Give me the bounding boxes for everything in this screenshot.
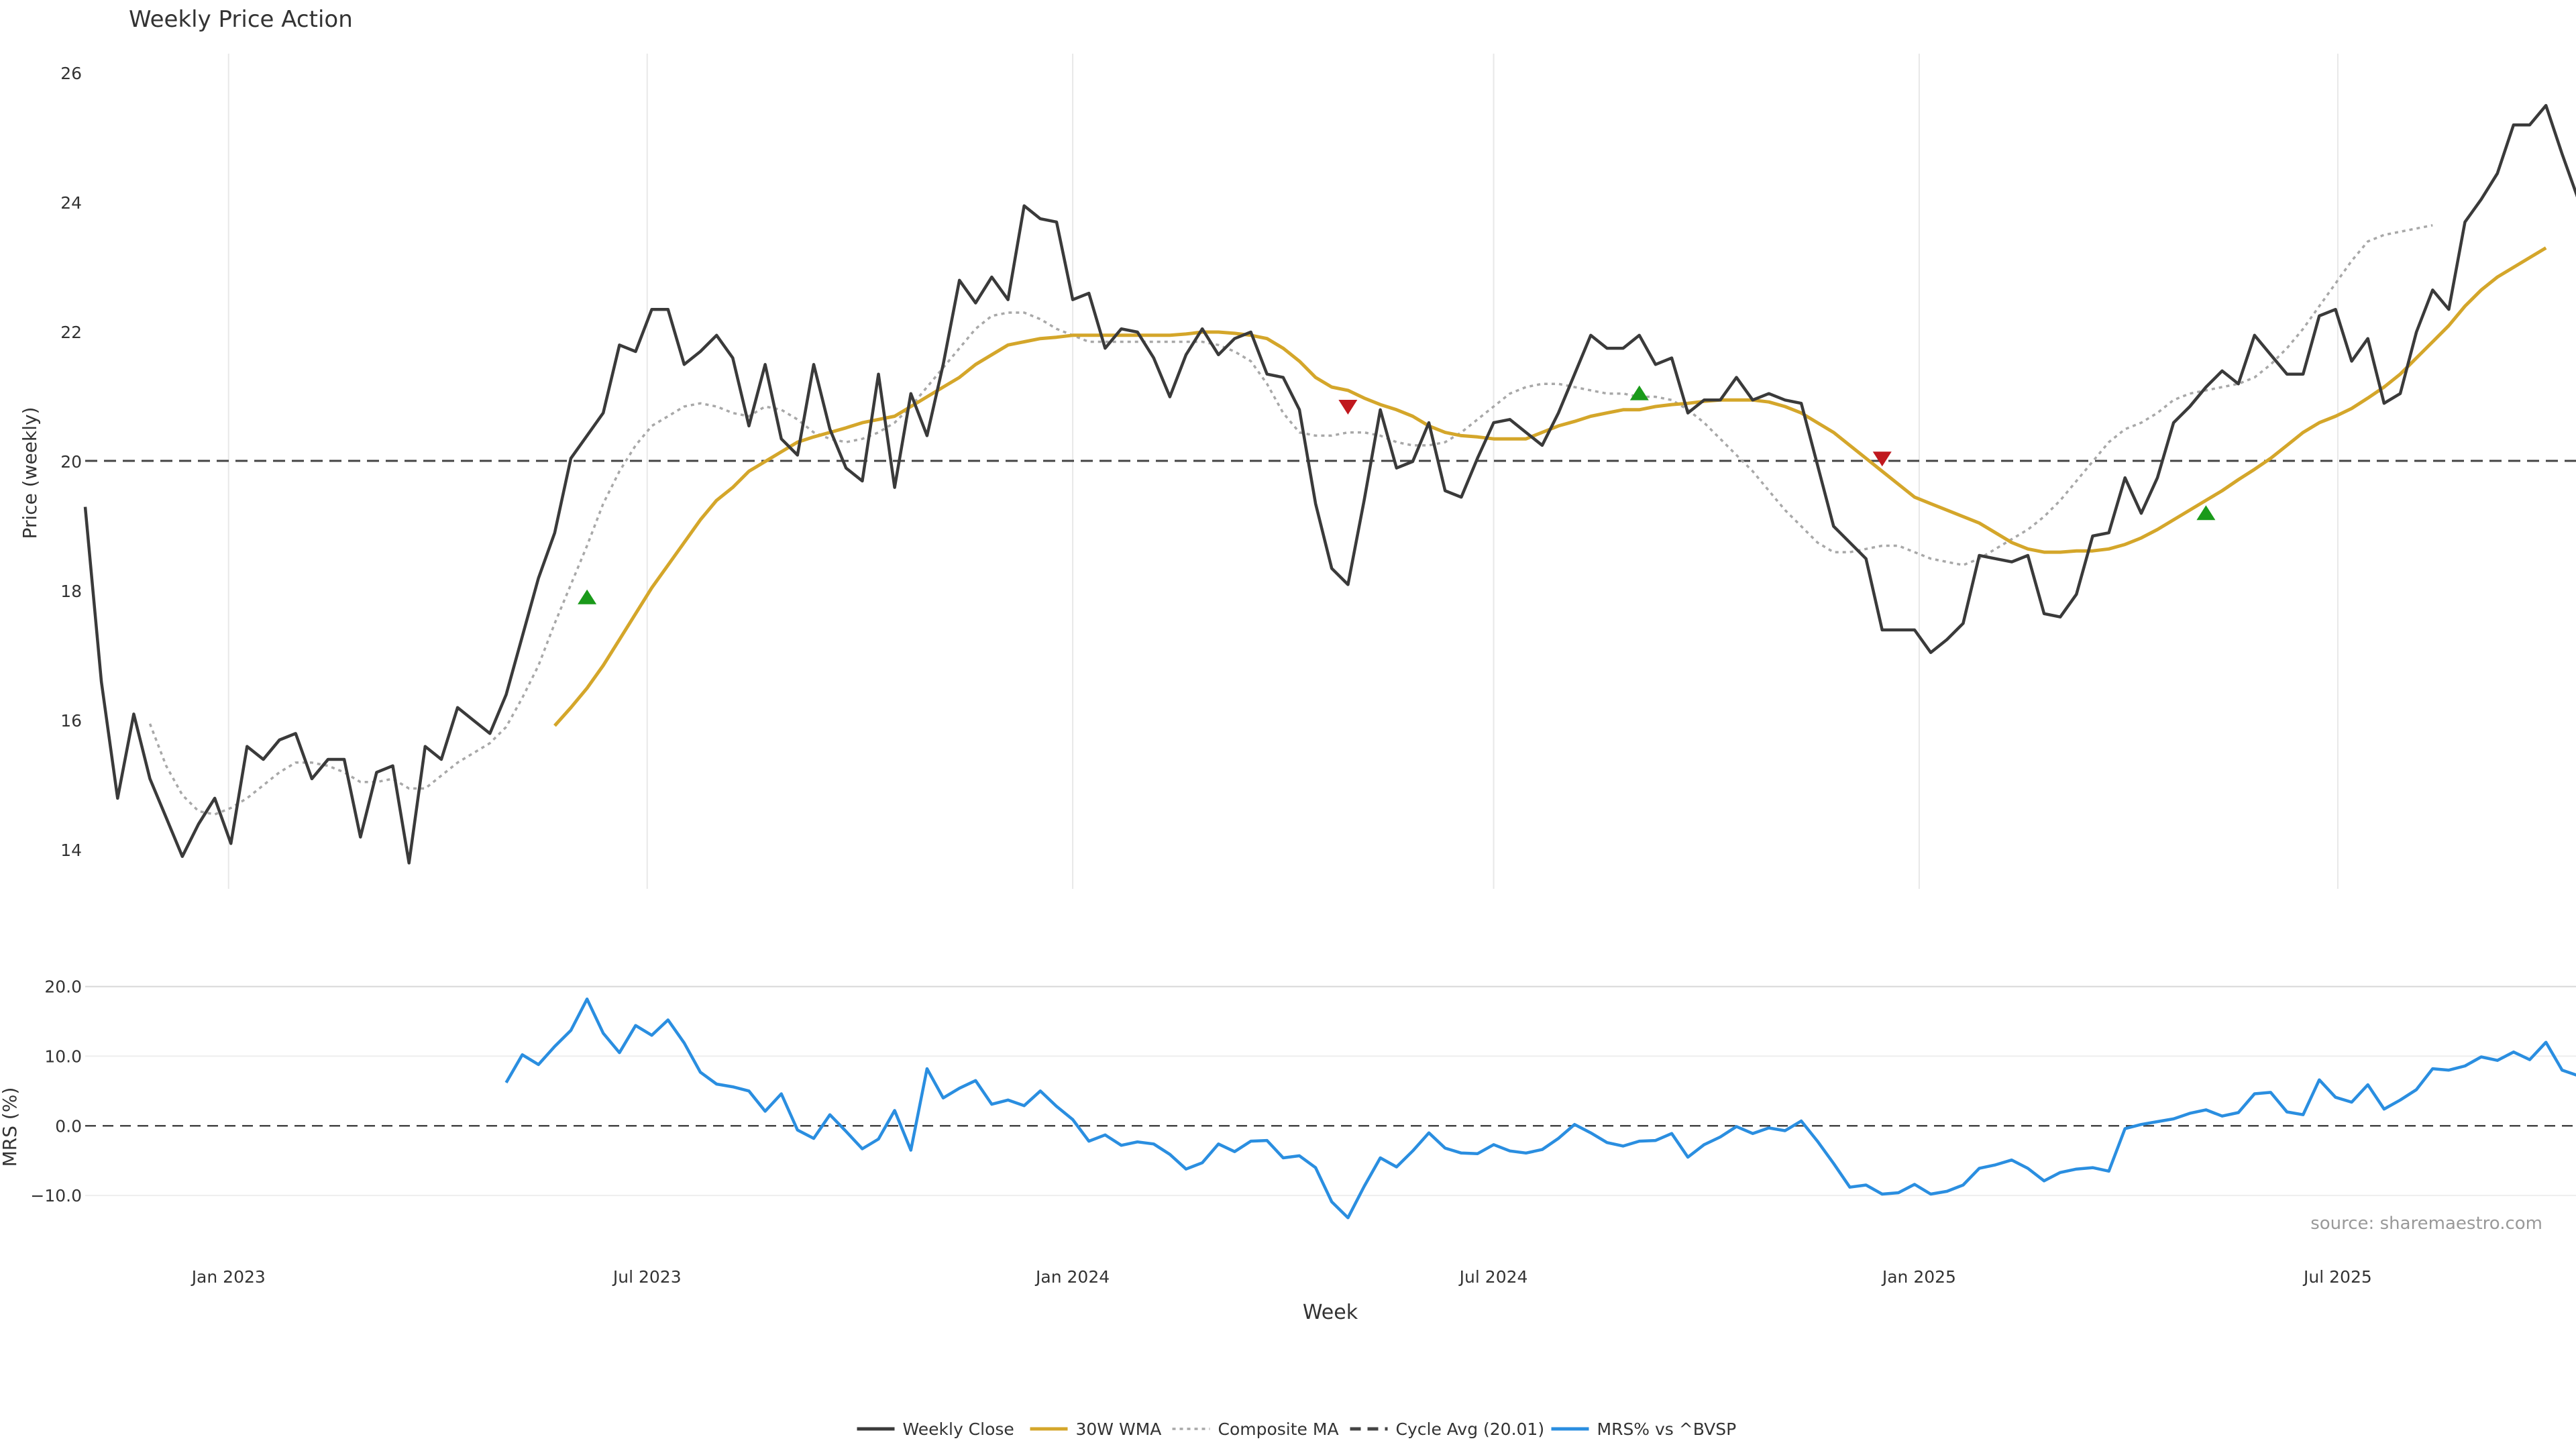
price-y-tick-label: 26 (60, 64, 82, 83)
legend-label: Weekly Close (903, 1419, 1014, 1439)
price-y-tick-label: 14 (60, 841, 82, 860)
x-tick-label: Jul 2025 (2302, 1267, 2372, 1287)
price-y-tick-label: 16 (60, 711, 82, 731)
wma-30w-line (553, 246, 2547, 727)
x-tick-label: Jan 2024 (1034, 1267, 1110, 1287)
legend-label: Composite MA (1218, 1419, 1339, 1439)
buy-signal-marker (578, 589, 597, 604)
price-panel: 14 16 18 20 22 24 26 (60, 54, 2576, 889)
legend-label: Cycle Avg (20.01) (1396, 1419, 1545, 1439)
sell-signal-marker (1338, 399, 1358, 415)
x-tick-label: Jul 2023 (612, 1267, 682, 1287)
composite-ma-line (148, 224, 2433, 816)
legend-label: 30W WMA (1076, 1419, 1162, 1439)
x-tick-label: Jul 2024 (1458, 1267, 1528, 1287)
weekly-close-line (83, 103, 2576, 865)
legend-item: Composite MA (1172, 1419, 1339, 1439)
price-y-tick-label: 22 (60, 323, 82, 342)
mrs-y-tick-label: 0.0 (55, 1116, 82, 1136)
x-tick-label: Jan 2025 (1881, 1267, 1956, 1287)
legend: Weekly Close 30W WMA Composite MA Cycle Avg… (857, 1419, 1737, 1439)
buy-signal-marker (2196, 505, 2216, 521)
mrs-y-tick-label: 10.0 (44, 1046, 82, 1066)
x-tick-label: Jan 2023 (191, 1267, 266, 1287)
buy-signal-marker (1629, 385, 1649, 400)
mrs-y-tick-label: −10.0 (30, 1186, 82, 1205)
x-axis-label: Week (1303, 1301, 1358, 1324)
legend-label: MRS% vs ^BVSP (1597, 1419, 1737, 1439)
chart-title: Weekly Price Action (129, 6, 353, 33)
mrs-y-axis-label: MRS (%) (0, 1087, 21, 1167)
mrs-line (504, 998, 2576, 1220)
legend-item: Weekly Close (857, 1419, 1014, 1439)
x-axis: Jan 2023 Jul 2023 Jan 2024 Jul 2024 Jan 2025… (191, 1267, 2372, 1287)
legend-item: Cycle Avg (20.01) (1350, 1419, 1545, 1439)
legend-item: MRS% vs ^BVSP (1551, 1419, 1737, 1439)
legend-item: 30W WMA (1030, 1419, 1162, 1439)
source-note: source: sharemaestro.com (2310, 1214, 2542, 1234)
mrs-panel: −10.0 0.0 10.0 20.0 (30, 977, 2576, 1220)
price-y-tick-label: 24 (60, 193, 82, 213)
mrs-y-tick-label: 20.0 (44, 977, 82, 997)
price-y-tick-label: 18 (60, 582, 82, 601)
price-y-tick-label: 20 (60, 452, 82, 472)
sell-signal-marker (1872, 451, 1892, 467)
price-y-axis-label: Price (weekly) (19, 407, 41, 539)
